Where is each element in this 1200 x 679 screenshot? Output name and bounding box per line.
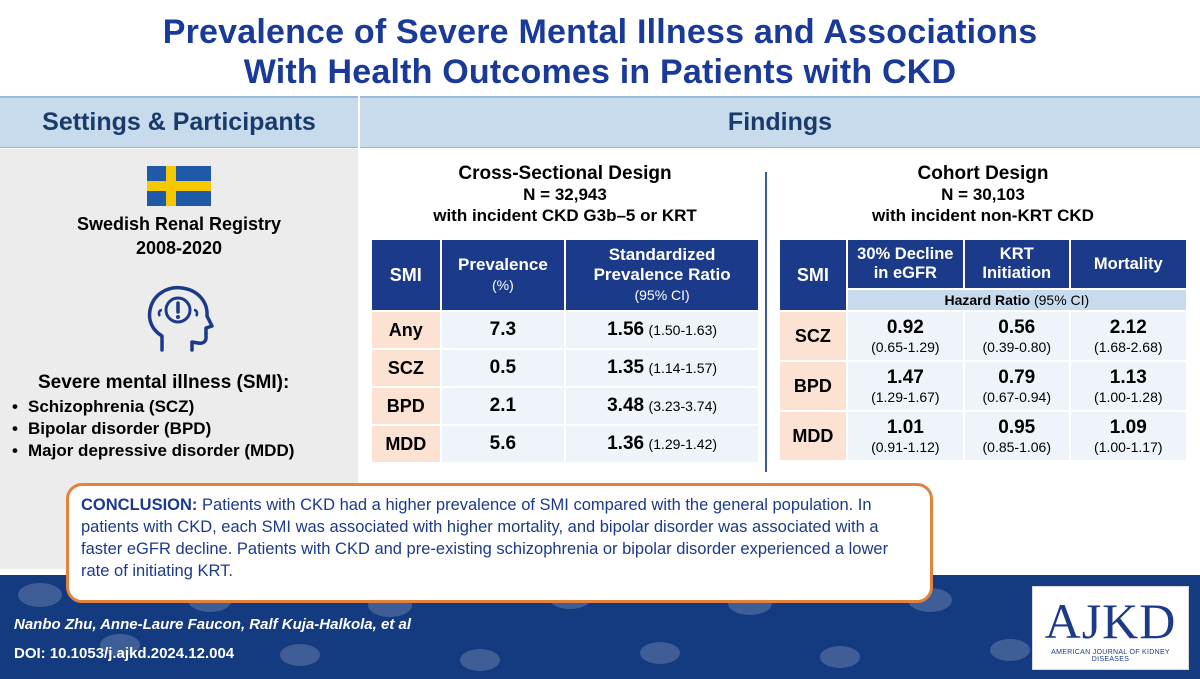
cohort-title: Cohort Design (917, 163, 1049, 184)
title-line-1: Prevalence of Severe Mental Illness and … (162, 13, 1038, 51)
conclusion-label: CONCLUSION: (81, 496, 198, 514)
cross-sectional-table: SMI Prevalence (%) Standardized Prevalen… (370, 238, 760, 464)
cross-sectional-heading: Cross-Sectional Design N = 32,943 with i… (370, 163, 760, 226)
table-row: SCZ 0.5 1.35 (1.14-1.57) (370, 348, 760, 388)
col-header-mortality: Mortality (1068, 238, 1189, 290)
conclusion-box: CONCLUSION: Patients with CKD had a high… (66, 483, 933, 603)
conclusion-text: Patients with CKD had a higher prevalenc… (81, 496, 889, 580)
ajkd-logo-subtitle: AMERICAN JOURNAL OF KIDNEY DISEASES (1051, 649, 1170, 663)
registry-info: Swedish Renal Registry 2008-2020 (0, 212, 358, 260)
title-area: Prevalence of Severe Mental Illness and … (0, 0, 1200, 95)
authors: Nanbo Zhu, Anne-Laure Faucon, Ralf Kuja-… (14, 616, 411, 633)
settings-header: Settings & Participants (0, 96, 358, 148)
cross-sectional-desc: with incident CKD G3b–5 or KRT (433, 206, 697, 225)
table-row: BPD 2.1 3.48 (3.23-3.74) (370, 386, 760, 426)
registry-name: Swedish Renal Registry (76, 214, 282, 234)
col-header-spr: Standardized Prevalence Ratio (95% CI) (564, 238, 760, 312)
cohort-desc: with incident non-KRT CKD (872, 206, 1094, 225)
head-alert-icon (147, 285, 214, 352)
table-row: Any 7.3 1.56 (1.50-1.63) (370, 310, 760, 350)
sweden-flag (147, 166, 211, 206)
list-item: • Schizophrenia (SCZ) (12, 397, 195, 416)
list-item: • Major depressive disorder (MDD) (12, 441, 295, 460)
ajkd-logo: AJKD AMERICAN JOURNAL OF KIDNEY DISEASES (1032, 586, 1189, 670)
col-header-smi: SMI (778, 238, 848, 312)
table-row: MDD 1.01 (0.91-1.12) 0.95 (0.85-1.06) 1.09… (778, 410, 1189, 462)
findings-header-label: Findings (727, 108, 833, 136)
page-title: Prevalence of Severe Mental Illness and … (0, 0, 1200, 92)
col-header-krt: KRT Initiation (962, 238, 1071, 290)
smi-list: • Schizophrenia (SCZ) • Bipolar disorder (… (12, 396, 294, 462)
findings-header: Findings (360, 96, 1200, 148)
title-line-2: With Health Outcomes in Patients with CK… (243, 53, 957, 91)
findings-divider (765, 172, 767, 472)
table-row: MDD 5.6 1.36 (1.29-1.42) (370, 424, 760, 464)
cross-sectional-title: Cross-Sectional Design (458, 163, 672, 184)
cohort-heading: Cohort Design N = 30,103 with incident n… (778, 163, 1188, 226)
table-row: SCZ 0.92 (0.65-1.29) 0.56 (0.39-0.80) 2.12… (778, 310, 1189, 362)
cohort-table: SMI 30% Decline in eGFR KRT Initiation M… (778, 238, 1189, 462)
ajkd-logo-text: AJKD (1044, 593, 1177, 649)
cross-sectional-n: N = 32,943 (523, 185, 607, 204)
table-row: BPD 1.47 (1.29-1.67) 0.79 (0.67-0.94) 1.13… (778, 360, 1189, 412)
col-header-prevalence: Prevalence (%) (439, 238, 567, 312)
settings-header-label: Settings & Participants (42, 108, 316, 136)
list-item: • Bipolar disorder (BPD) (12, 419, 212, 438)
hazard-ratio-band: Hazard Ratio (95% CI) (845, 288, 1189, 312)
doi-link[interactable]: DOI: 10.1053/j.ajkd.2024.12.004 (14, 645, 235, 662)
col-header-egfr: 30% Decline in eGFR (845, 238, 965, 290)
smi-title: Severe mental illness (SMI): (38, 372, 290, 393)
col-header-smi: SMI (370, 238, 442, 312)
registry-years: 2008-2020 (135, 238, 223, 258)
cohort-n: N = 30,103 (941, 185, 1025, 204)
